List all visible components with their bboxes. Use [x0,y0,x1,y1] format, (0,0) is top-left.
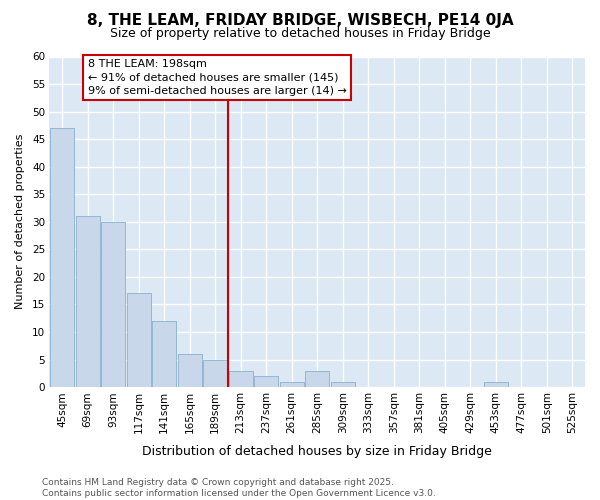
Bar [254,376,278,387]
Bar [305,370,329,387]
Bar [203,360,227,387]
Bar [50,128,74,387]
Bar [229,370,253,387]
Text: 8, THE LEAM, FRIDAY BRIDGE, WISBECH, PE14 0JA: 8, THE LEAM, FRIDAY BRIDGE, WISBECH, PE1… [86,12,514,28]
Bar [280,382,304,387]
Bar [331,382,355,387]
Text: Size of property relative to detached houses in Friday Bridge: Size of property relative to detached ho… [110,28,490,40]
Text: Contains HM Land Registry data © Crown copyright and database right 2025.
Contai: Contains HM Land Registry data © Crown c… [42,478,436,498]
Text: 8 THE LEAM: 198sqm
← 91% of detached houses are smaller (145)
9% of semi-detache: 8 THE LEAM: 198sqm ← 91% of detached hou… [88,60,346,96]
Bar [76,216,100,387]
Bar [152,321,176,387]
Bar [101,222,125,387]
Bar [178,354,202,387]
Bar [484,382,508,387]
X-axis label: Distribution of detached houses by size in Friday Bridge: Distribution of detached houses by size … [142,444,492,458]
Y-axis label: Number of detached properties: Number of detached properties [15,134,25,310]
Bar [127,294,151,387]
